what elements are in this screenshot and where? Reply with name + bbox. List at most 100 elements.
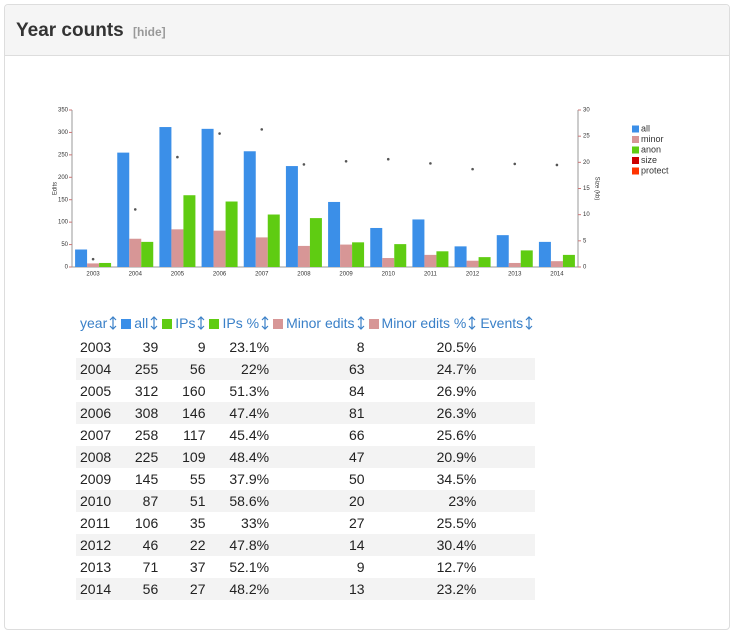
bar bbox=[171, 229, 184, 267]
y2-tick-label: 30 bbox=[583, 108, 590, 114]
table-cell: 26.3% bbox=[366, 402, 479, 424]
panel: Year counts [hide] bbox=[4, 4, 730, 630]
table-cell: 13 bbox=[271, 578, 367, 600]
col-label: Minor edits % bbox=[381, 315, 467, 331]
col-header[interactable]: IPs bbox=[160, 310, 207, 336]
table-cell: 2004 bbox=[76, 358, 120, 380]
bar bbox=[394, 244, 407, 267]
bar bbox=[75, 249, 88, 267]
bar bbox=[267, 214, 280, 267]
size-point bbox=[218, 132, 221, 135]
y-tick-label: 350 bbox=[58, 108, 69, 114]
table-row: 2004 255 56 22% 63 24.7% bbox=[76, 358, 536, 380]
sort-icon bbox=[150, 316, 158, 330]
table-cell: 25.6% bbox=[436, 427, 477, 443]
x-tick-label: 2007 bbox=[255, 272, 269, 278]
bar bbox=[508, 262, 521, 267]
table-cell: 2003 bbox=[80, 339, 112, 355]
year-table: year all IPs IPs % Minor edits Minor edi… bbox=[76, 310, 536, 600]
table-cell: 308 bbox=[119, 402, 161, 424]
bar bbox=[370, 227, 383, 267]
legend-label: protect bbox=[641, 165, 669, 175]
hide-toggle[interactable]: [hide] bbox=[133, 25, 166, 39]
table-row: 2010 87 51 58.6% 20 23% bbox=[76, 490, 536, 512]
x-tick-label: 2005 bbox=[171, 272, 185, 278]
col-label: IPs bbox=[175, 315, 196, 331]
legend-label: size bbox=[641, 155, 657, 165]
table-cell: 39 bbox=[142, 339, 159, 355]
table-cell bbox=[478, 578, 536, 600]
table-row: 2013 71 37 52.1% 9 12.7% bbox=[76, 556, 535, 578]
table-cell: 37.9% bbox=[229, 471, 270, 487]
bar bbox=[538, 241, 551, 267]
col-header[interactable]: all bbox=[119, 310, 160, 336]
bar bbox=[496, 235, 509, 267]
bar bbox=[478, 257, 491, 267]
table-cell: 8 bbox=[356, 339, 365, 355]
table-cell: 56 bbox=[119, 578, 161, 600]
y2-tick-label: 5 bbox=[583, 238, 587, 244]
bar bbox=[520, 250, 533, 267]
table-cell: 9 bbox=[197, 339, 206, 355]
table-cell: 51 bbox=[160, 490, 208, 512]
bar bbox=[454, 246, 467, 267]
col-header[interactable]: year bbox=[76, 310, 119, 336]
table-cell: 2006 bbox=[76, 402, 120, 424]
y2-tick-label: 15 bbox=[583, 186, 590, 192]
table-cell: 71 bbox=[142, 559, 159, 575]
x-tick-label: 2014 bbox=[550, 272, 564, 278]
table-cell: 2009 bbox=[80, 471, 112, 487]
sort-icon bbox=[109, 316, 117, 330]
col-header[interactable]: Minor edits % bbox=[367, 310, 479, 336]
table-row: 2009 145 55 37.9% 50 34.5% bbox=[76, 468, 535, 490]
col-header[interactable]: IPs % bbox=[207, 310, 271, 336]
bar bbox=[550, 261, 563, 267]
table-cell bbox=[478, 424, 535, 446]
legend-swatch bbox=[632, 125, 639, 133]
table-cell: 225 bbox=[119, 446, 161, 468]
title-text: Year counts bbox=[16, 20, 124, 41]
bar bbox=[424, 254, 437, 267]
table-cell: 12.7% bbox=[436, 559, 477, 575]
col-header[interactable]: Events bbox=[478, 310, 535, 336]
col-label: all bbox=[134, 315, 149, 331]
y-tick-label: 300 bbox=[58, 130, 69, 136]
x-tick-label: 2004 bbox=[129, 272, 143, 278]
table-cell: 66 bbox=[348, 427, 365, 443]
size-point bbox=[555, 163, 559, 167]
table-cell: 27 bbox=[348, 515, 365, 531]
sort-icon bbox=[261, 316, 269, 330]
table-cell: 63 bbox=[271, 358, 367, 380]
x-tick-label: 2006 bbox=[213, 272, 227, 278]
col-label: Minor edits bbox=[286, 315, 355, 331]
bar bbox=[352, 242, 365, 267]
table-cell: 84 bbox=[348, 383, 365, 399]
y2-tick-label: 0 bbox=[583, 265, 587, 271]
table-cell: 14 bbox=[271, 534, 367, 556]
legend-label: minor bbox=[641, 134, 664, 144]
bar bbox=[117, 152, 130, 267]
col-label: IPs % bbox=[222, 315, 260, 331]
panel-title: Year counts [hide] bbox=[16, 20, 166, 42]
table-cell: 2011 bbox=[80, 515, 111, 531]
table-cell: 48.2% bbox=[207, 578, 272, 600]
table-cell: 2007 bbox=[80, 427, 112, 443]
size-point bbox=[302, 163, 306, 166]
col-label: year bbox=[80, 315, 108, 331]
table-cell: 23.1% bbox=[229, 339, 270, 355]
y-tick-label: 150 bbox=[58, 197, 69, 203]
bar bbox=[297, 245, 310, 267]
table-cell: 26.9% bbox=[436, 383, 477, 399]
bar bbox=[243, 151, 256, 267]
table-cell: 58.6% bbox=[207, 490, 272, 512]
panel-header: Year counts [hide] bbox=[5, 5, 729, 56]
table-cell bbox=[478, 446, 536, 468]
table-cell: 9 bbox=[356, 559, 365, 575]
x-tick-label: 2013 bbox=[508, 272, 522, 278]
size-point bbox=[91, 257, 95, 261]
y-tick-label: 200 bbox=[58, 175, 69, 181]
table-cell bbox=[478, 468, 535, 490]
table-cell bbox=[478, 556, 535, 578]
col-header[interactable]: Minor edits bbox=[271, 310, 366, 336]
